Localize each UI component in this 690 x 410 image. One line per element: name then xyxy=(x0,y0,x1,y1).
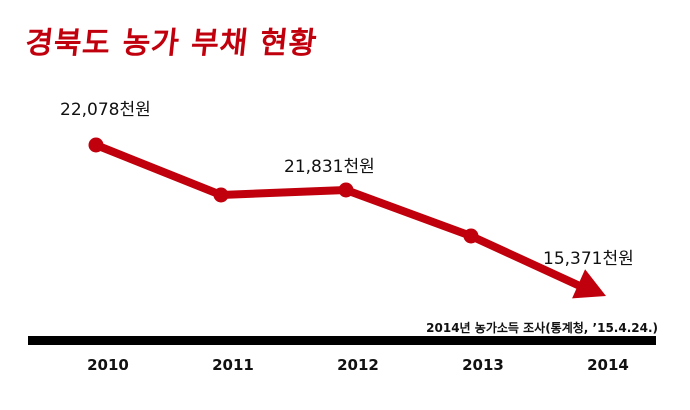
data-label-2010: 22,078천원 xyxy=(60,100,151,120)
x-tick-label-2011: 2011 xyxy=(212,356,254,374)
data-point-2012 xyxy=(338,182,354,198)
x-tick-label-2012: 2012 xyxy=(337,356,379,374)
data-point-2014-arrowhead xyxy=(572,269,606,299)
data-point-2013 xyxy=(463,228,479,244)
source-note: 2014년 농가소득 조사(통계청, ’15.4.24.) xyxy=(426,321,658,335)
x-tick-label-2010: 2010 xyxy=(87,356,129,374)
data-label-2012: 21,831천원 xyxy=(284,157,375,177)
data-label-2014: 15,371천원 xyxy=(543,249,634,269)
data-point-2010 xyxy=(88,137,104,153)
data-point-2011 xyxy=(213,187,229,203)
x-tick-label-2014: 2014 xyxy=(587,356,629,374)
x-tick-label-2013: 2013 xyxy=(462,356,504,374)
x-axis-bar xyxy=(28,336,656,345)
series-layer xyxy=(88,137,606,299)
